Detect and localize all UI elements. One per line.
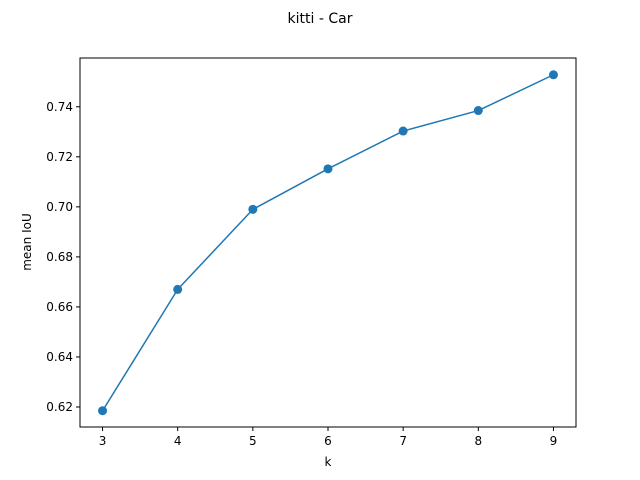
data-point bbox=[473, 106, 483, 116]
data-point bbox=[398, 126, 408, 136]
x-tick-label: 7 bbox=[399, 434, 407, 448]
x-tick-label: 5 bbox=[249, 434, 257, 448]
y-tick-label: 0.64 bbox=[46, 350, 73, 364]
x-axis-ticks: 3 4 5 6 7 8 9 bbox=[99, 427, 558, 448]
data-point bbox=[323, 164, 333, 174]
data-point bbox=[173, 284, 183, 294]
y-axis-ticks: 0.62 0.64 0.66 0.68 0.70 0.72 0.74 bbox=[46, 100, 80, 414]
x-tick-label: 9 bbox=[550, 434, 558, 448]
x-tick-label: 3 bbox=[99, 434, 107, 448]
data-point bbox=[98, 406, 108, 416]
chart-title: kitti - Car bbox=[288, 11, 353, 27]
x-tick-label: 6 bbox=[324, 434, 332, 448]
y-axis-label: mean IoU bbox=[20, 213, 34, 271]
y-tick-label: 0.66 bbox=[46, 300, 73, 314]
data-point bbox=[548, 70, 558, 80]
y-tick-label: 0.62 bbox=[46, 400, 73, 414]
x-axis-label: k bbox=[325, 455, 332, 469]
y-tick-label: 0.74 bbox=[46, 100, 73, 114]
x-tick-label: 4 bbox=[174, 434, 182, 448]
y-tick-label: 0.72 bbox=[46, 150, 73, 164]
series-points bbox=[98, 70, 558, 416]
plot-area bbox=[80, 58, 576, 427]
data-point bbox=[248, 204, 258, 214]
y-tick-label: 0.68 bbox=[46, 250, 73, 264]
x-tick-label: 8 bbox=[474, 434, 482, 448]
y-tick-label: 0.70 bbox=[46, 200, 73, 214]
